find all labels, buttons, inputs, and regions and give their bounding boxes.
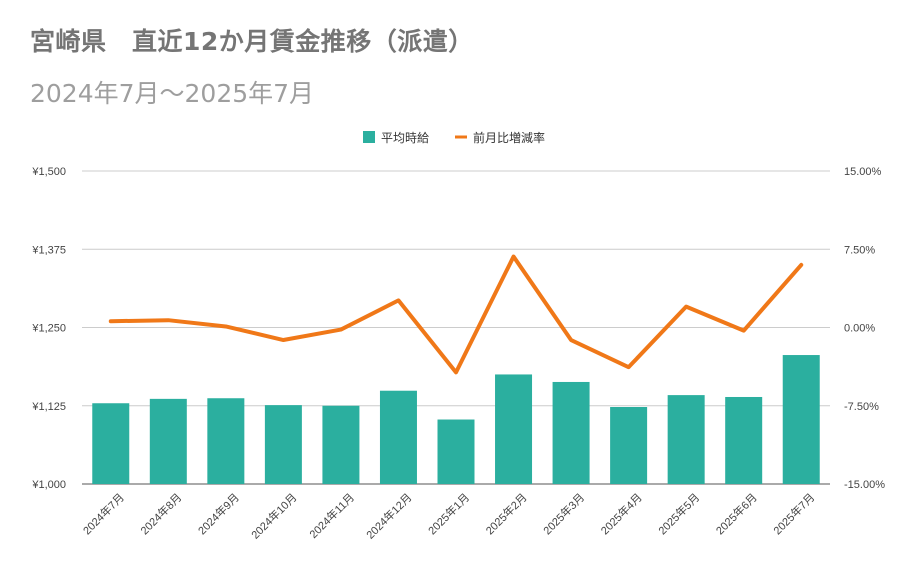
x-tick-label: 2024年8月 [137, 490, 184, 537]
y-right-tick-label: -15.00% [844, 479, 885, 491]
x-tick-label: 2025年1月 [425, 490, 472, 537]
y-left-tick-label: ¥1,125 [31, 401, 66, 413]
y-left-tick-label: ¥1,000 [31, 479, 66, 491]
legend-label: 平均時給 [381, 131, 429, 145]
bar [322, 405, 360, 484]
x-tick-label: 2025年2月 [483, 490, 530, 537]
bar [207, 398, 245, 484]
bar [610, 407, 648, 484]
legend-label: 前月比増減率 [473, 130, 545, 145]
bar [379, 390, 417, 484]
line-series [108, 254, 804, 375]
chart-subtitle: 2024年7月～2025年7月 [30, 79, 315, 108]
x-tick-label: 2025年5月 [655, 490, 702, 537]
y-left-tick-label: ¥1,500 [31, 166, 66, 178]
x-tick-label: 2025年3月 [540, 490, 587, 537]
bar [92, 403, 130, 484]
y-right-tick-label: 15.00% [844, 166, 882, 178]
x-tick-label: 2024年7月 [80, 490, 127, 537]
y-right-tick-label: 0.00% [844, 323, 875, 335]
bar [149, 398, 187, 484]
bar [437, 419, 475, 484]
bar [782, 355, 820, 484]
x-tick-label: 2024年10月 [248, 490, 299, 541]
bar [495, 374, 533, 484]
y-right-tick-label: 7.50% [844, 244, 875, 256]
bar [552, 381, 590, 484]
x-tick-label: 2024年12月 [363, 490, 414, 541]
x-tick-label: 2025年6月 [713, 490, 760, 537]
bar [667, 395, 705, 484]
y-right-tick-label: -7.50% [844, 401, 879, 413]
x-tick-label: 2024年11月 [306, 490, 357, 541]
x-tick-label: 2025年7月 [770, 490, 817, 537]
chart-title: 宮崎県 直近12か月賃金推移（派遣） [30, 27, 474, 56]
bar [725, 396, 763, 484]
y-left-tick-label: ¥1,375 [31, 244, 66, 256]
y-left-tick-label: ¥1,250 [31, 323, 66, 335]
x-tick-label: 2025年4月 [598, 490, 645, 537]
x-tick-label: 2024年9月 [195, 490, 242, 537]
bar [264, 405, 302, 484]
legend-swatch-bar [363, 131, 375, 143]
